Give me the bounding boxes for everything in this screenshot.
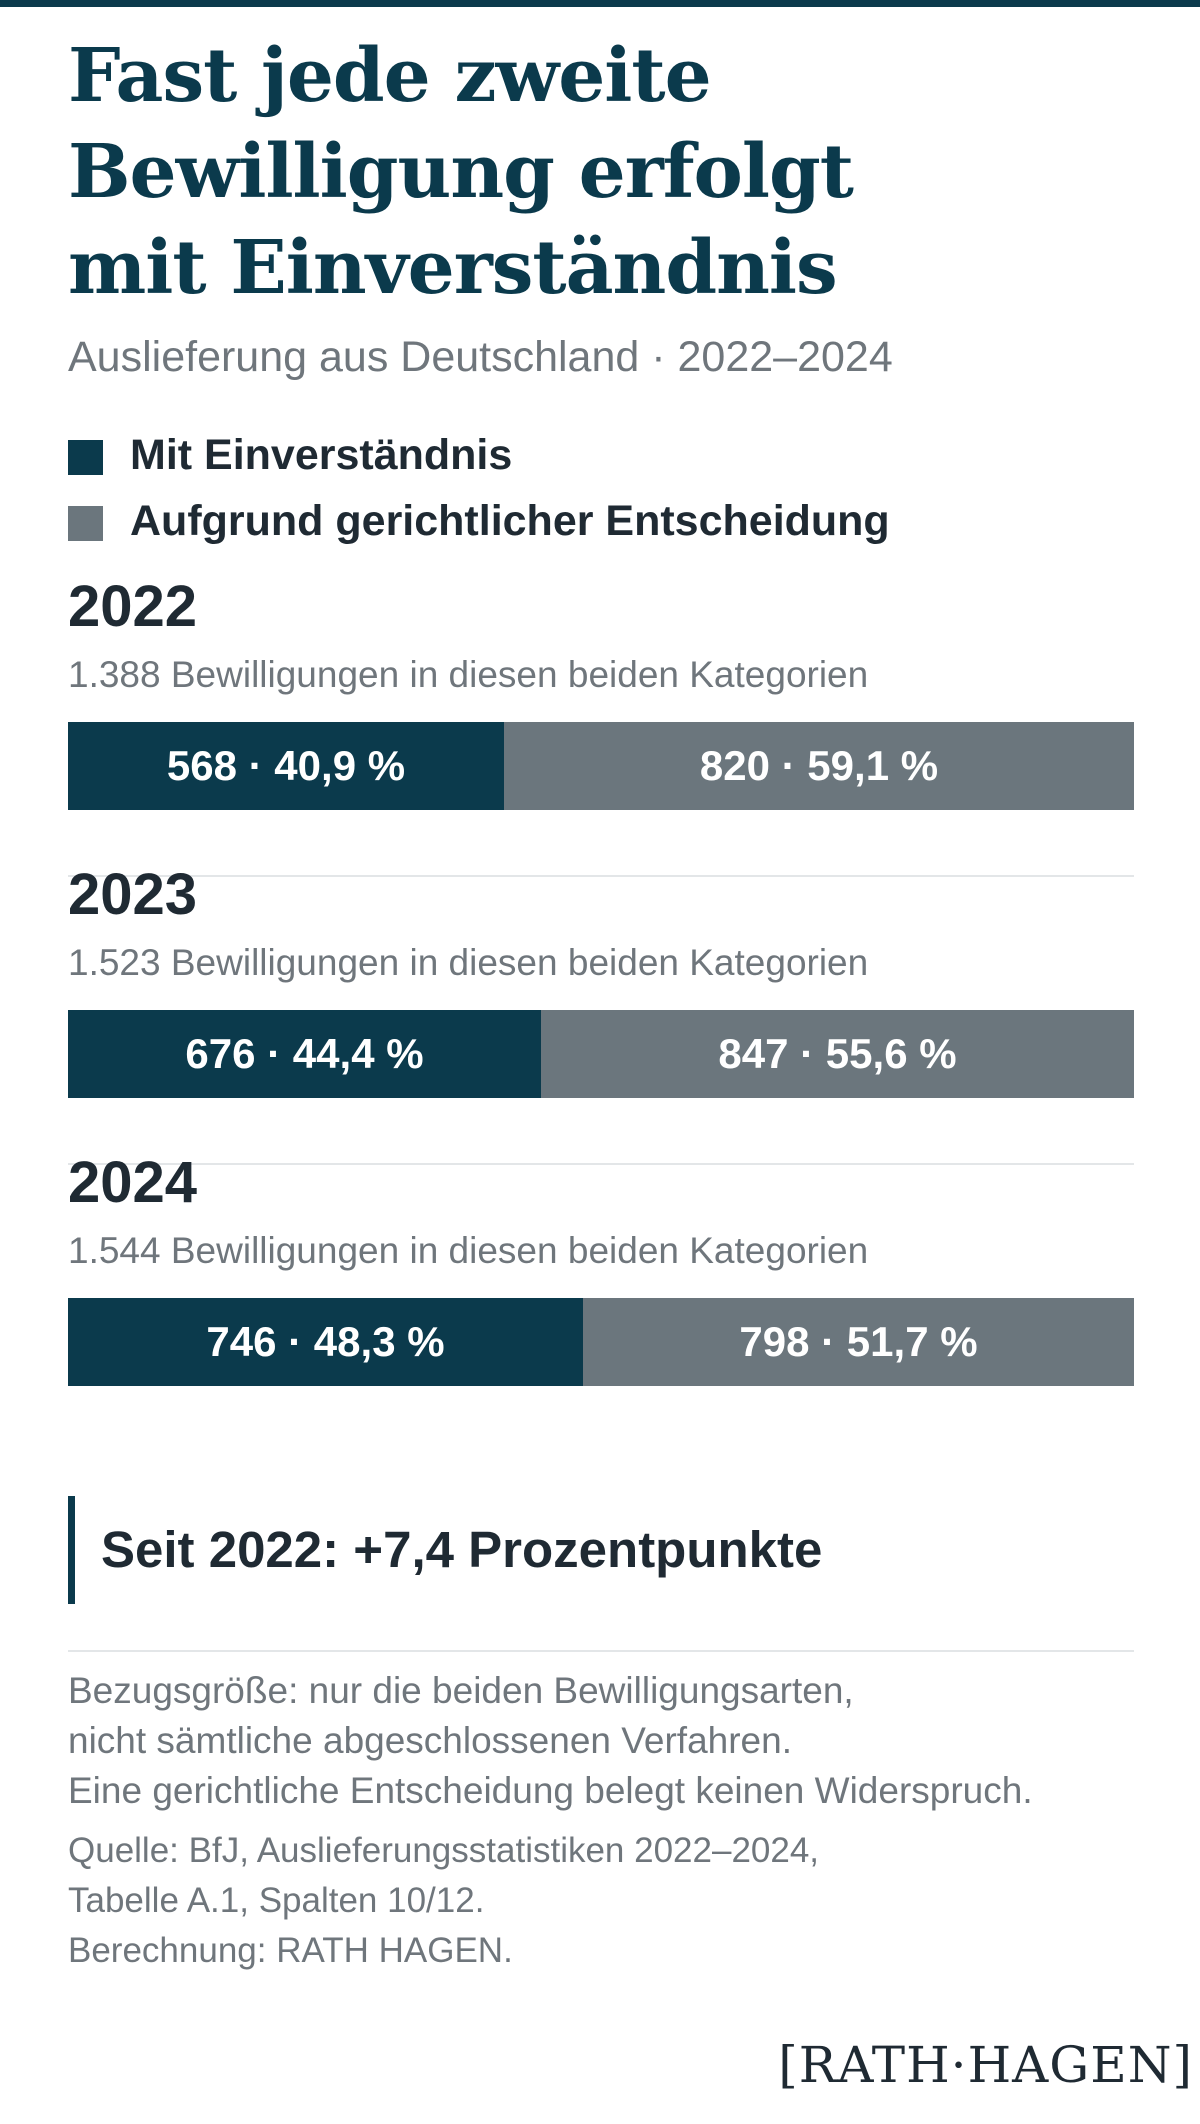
chart-title: Fast jede zweite Bewilligung erfolgt mit… <box>68 28 1134 316</box>
legend-swatch-court <box>68 506 103 541</box>
legend-label: Aufgrund gerichtlicher Entscheidung <box>130 497 890 545</box>
title-line: Fast jede zweite <box>68 33 712 119</box>
chart-subtitle: Auslieferung aus Deutschland · 2022–2024 <box>68 333 893 381</box>
note-line: Bezugsgröße: nur die beiden Bewilligungs… <box>68 1670 854 1711</box>
title-line: mit Einverständnis <box>68 225 838 311</box>
section-divider <box>68 875 1134 877</box>
source-line: Berechnung: RATH HAGEN. <box>68 1931 513 1970</box>
methodology-note: Bezugsgröße: nur die beiden Bewilligungs… <box>68 1666 1033 1816</box>
callout: Seit 2022: +7,4 Prozentpunkte <box>68 1496 1134 1604</box>
bar-segment-consent: 568 · 40,9 % <box>68 722 504 810</box>
year-total-label: 1.388 Bewilligungen in diesen beiden Kat… <box>68 654 869 695</box>
bar-segment-consent: 746 · 48,3 % <box>68 1298 583 1386</box>
top-accent-rule <box>0 0 1200 7</box>
callout-accent-bar <box>68 1496 75 1604</box>
brand-logo: [RATH·HAGEN] <box>778 2036 1193 2094</box>
year-label: 2023 <box>68 862 198 927</box>
stacked-bar: 568 · 40,9 % 820 · 59,1 % <box>68 722 1134 810</box>
source-line: Tabelle A.1, Spalten 10/12. <box>68 1881 485 1920</box>
legend-label: Mit Einverständnis <box>130 431 513 479</box>
bar-segment-court: 847 · 55,6 % <box>541 1010 1134 1098</box>
stacked-bar: 676 · 44,4 % 847 · 55,6 % <box>68 1010 1134 1098</box>
source-line: Quelle: BfJ, Auslieferungsstatistiken 20… <box>68 1831 820 1870</box>
callout-text: Seit 2022: +7,4 Prozentpunkte <box>101 1521 823 1578</box>
year-label: 2024 <box>68 1150 198 1215</box>
legend-swatch-consent <box>68 440 103 475</box>
section-divider <box>68 1163 1134 1165</box>
stacked-bar: 746 · 48,3 % 798 · 51,7 % <box>68 1298 1134 1386</box>
bar-segment-consent: 676 · 44,4 % <box>68 1010 541 1098</box>
note-line: nicht sämtliche abgeschlossenen Verfahre… <box>68 1720 792 1761</box>
bar-segment-court: 820 · 59,1 % <box>504 722 1134 810</box>
year-total-label: 1.544 Bewilligungen in diesen beiden Kat… <box>68 1230 869 1271</box>
year-total-label: 1.523 Bewilligungen in diesen beiden Kat… <box>68 942 869 983</box>
source-note: Quelle: BfJ, Auslieferungsstatistiken 20… <box>68 1826 819 1976</box>
bar-segment-court: 798 · 51,7 % <box>583 1298 1134 1386</box>
note-line: Eine gerichtliche Entscheidung belegt ke… <box>68 1770 1033 1811</box>
footnote-divider <box>68 1650 1134 1652</box>
year-label: 2022 <box>68 574 198 639</box>
title-line: Bewilligung erfolgt <box>68 129 854 215</box>
